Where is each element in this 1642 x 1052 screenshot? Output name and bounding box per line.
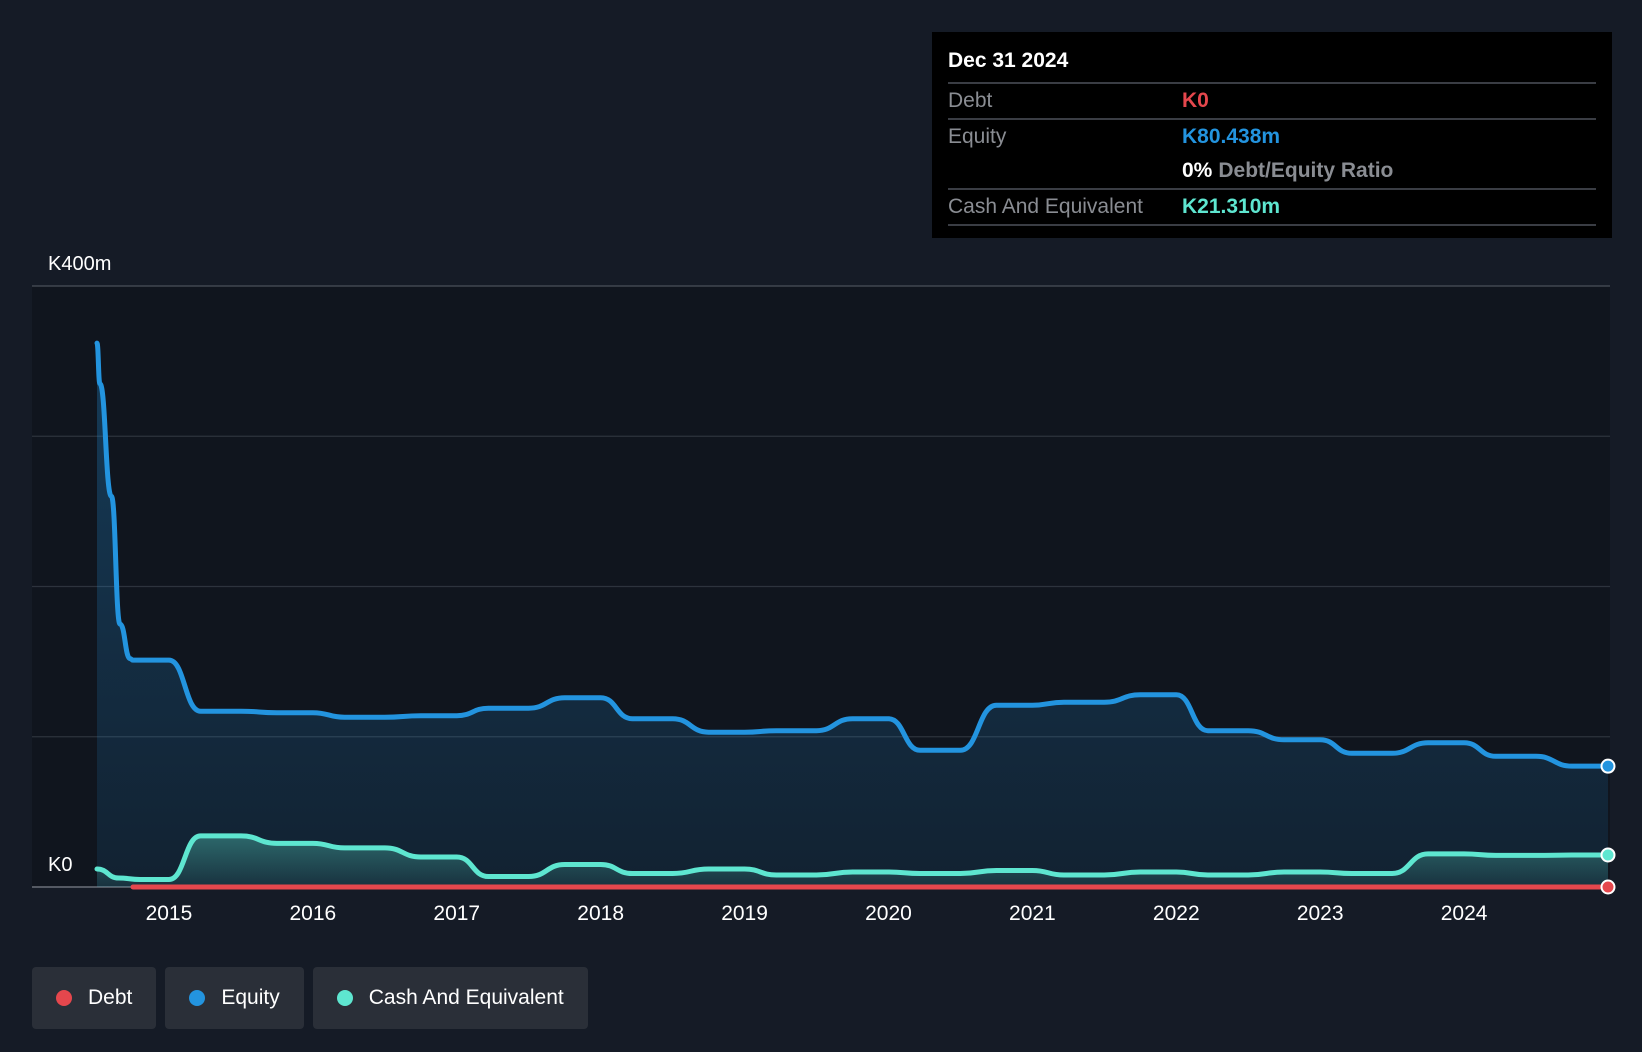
legend-item-cash[interactable]: Cash And Equivalent [312,967,588,1029]
cash-line [94,833,1611,882]
legend-label-debt: Debt [88,986,133,1009]
tooltip-row-debt: Debt K0 [948,82,1596,118]
tooltip-row-ratio: 0% Debt/Equity Ratio [948,154,1596,188]
cash-end-marker [1600,847,1616,863]
tooltip-panel: Dec 31 2024 Debt K0 Equity K80.438m 0% D… [932,32,1612,238]
y-axis-bottom-label: K0 [48,854,72,876]
legend-label-equity: Equity [221,986,280,1009]
cash-area [97,835,1608,887]
legend-item-equity[interactable]: Equity [165,967,304,1029]
tooltip-debt-label: Debt [948,89,993,112]
tooltip-ratio-label: Debt/Equity Ratio [1218,159,1394,182]
legend-dot-debt-icon [56,990,72,1006]
legend-dot-equity-icon [189,990,206,1006]
tooltip-ratio-value: 0% [1182,159,1213,182]
tooltip-debt-value: K0 [1182,89,1209,112]
x-tick-label: 2023 [1297,902,1344,925]
x-tick-label: 2019 [721,902,768,925]
tooltip-ratio-spacer [948,154,1182,188]
x-tick-label: 2020 [865,902,912,925]
x-tick-label: 2015 [146,902,193,925]
tooltip-equity-value: K80.438m [1182,125,1281,148]
x-tick-label: 2021 [1009,902,1056,925]
legend-dot-cash-icon [336,990,353,1006]
tooltip-row-equity: Equity K80.438m [948,118,1596,154]
legend-label-cash: Cash And Equivalent [368,986,564,1009]
equity-line [94,340,1611,769]
equity-area [97,343,1608,888]
x-tick-label: 2022 [1153,902,1200,925]
tooltip-cash-value: K21.310m [1182,195,1281,218]
equity-end-marker [1600,758,1616,774]
legend-item-debt[interactable]: Debt [32,967,157,1029]
y-axis-top-label: K400m [48,253,111,275]
tooltip-cash-label: Cash And Equivalent [948,195,1143,218]
tooltip-row-cash: Cash And Equivalent K21.310m [948,188,1596,226]
legend: Debt Equity Cash And Equivalent [32,967,588,1029]
tooltip-equity-label: Equity [948,125,1007,148]
tooltip-date: Dec 31 2024 [948,49,1069,72]
x-tick-label: 2024 [1441,902,1488,925]
debt-end-marker [1600,879,1616,895]
x-tick-label: 2018 [577,902,624,925]
x-tick-label: 2017 [433,902,480,925]
x-tick-label: 2016 [289,902,336,925]
